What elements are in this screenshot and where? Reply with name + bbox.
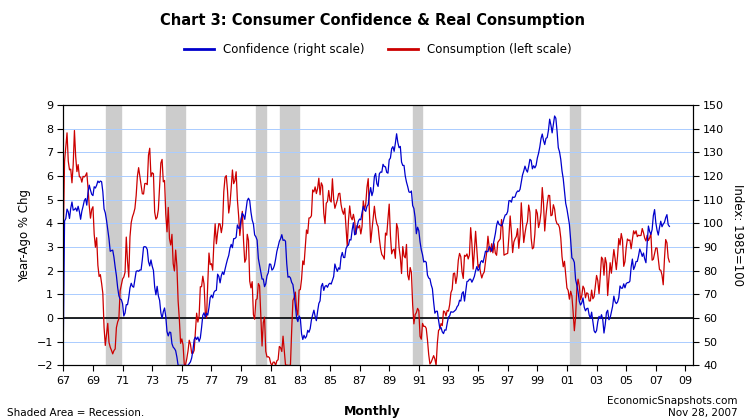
Text: Monthly: Monthly bbox=[344, 405, 401, 418]
Bar bbox=[279, 105, 299, 365]
Y-axis label: Year-Ago % Chg: Year-Ago % Chg bbox=[18, 189, 31, 282]
Bar bbox=[107, 105, 121, 365]
Bar bbox=[256, 105, 266, 365]
Legend: Confidence (right scale), Consumption (left scale): Confidence (right scale), Consumption (l… bbox=[180, 38, 577, 60]
Text: Chart 3: Consumer Confidence & Real Consumption: Chart 3: Consumer Confidence & Real Cons… bbox=[160, 13, 585, 28]
Bar bbox=[413, 105, 422, 365]
Bar bbox=[570, 105, 580, 365]
Y-axis label: Index: 1985=100: Index: 1985=100 bbox=[731, 184, 744, 286]
Text: EconomicSnapshots.com
Nov 28, 2007: EconomicSnapshots.com Nov 28, 2007 bbox=[607, 396, 738, 418]
Bar bbox=[165, 105, 185, 365]
Text: Shaded Area = Recession.: Shaded Area = Recession. bbox=[7, 408, 145, 418]
